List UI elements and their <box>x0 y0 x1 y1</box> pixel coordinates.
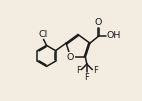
Text: Cl: Cl <box>38 30 48 39</box>
Text: OH: OH <box>107 31 121 40</box>
Text: F: F <box>93 66 98 75</box>
Text: O: O <box>94 18 102 27</box>
Text: F: F <box>84 73 89 82</box>
Text: O: O <box>67 53 74 62</box>
Text: F: F <box>76 66 81 75</box>
